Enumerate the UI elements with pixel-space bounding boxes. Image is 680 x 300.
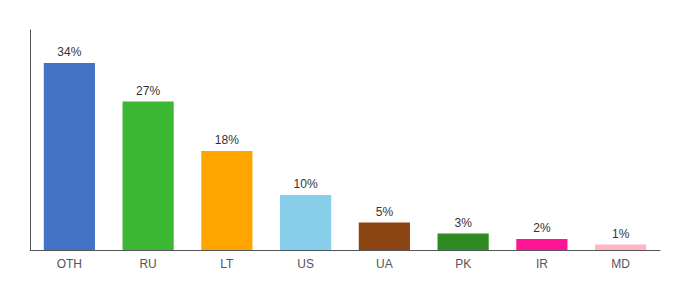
svg-text:34%: 34% xyxy=(57,45,81,59)
svg-text:10%: 10% xyxy=(294,177,318,191)
svg-text:RU: RU xyxy=(139,257,156,271)
svg-text:27%: 27% xyxy=(136,84,160,98)
svg-text:UA: UA xyxy=(376,257,393,271)
svg-text:3%: 3% xyxy=(454,216,472,230)
svg-text:OTH: OTH xyxy=(57,257,82,271)
svg-text:IR: IR xyxy=(536,257,548,271)
svg-text:US: US xyxy=(297,257,314,271)
svg-text:MD: MD xyxy=(611,257,630,271)
svg-text:5%: 5% xyxy=(376,205,394,219)
svg-text:2%: 2% xyxy=(533,221,551,235)
svg-text:1%: 1% xyxy=(612,227,630,241)
svg-text:PK: PK xyxy=(455,257,471,271)
svg-text:18%: 18% xyxy=(215,133,239,147)
svg-text:LT: LT xyxy=(220,257,234,271)
